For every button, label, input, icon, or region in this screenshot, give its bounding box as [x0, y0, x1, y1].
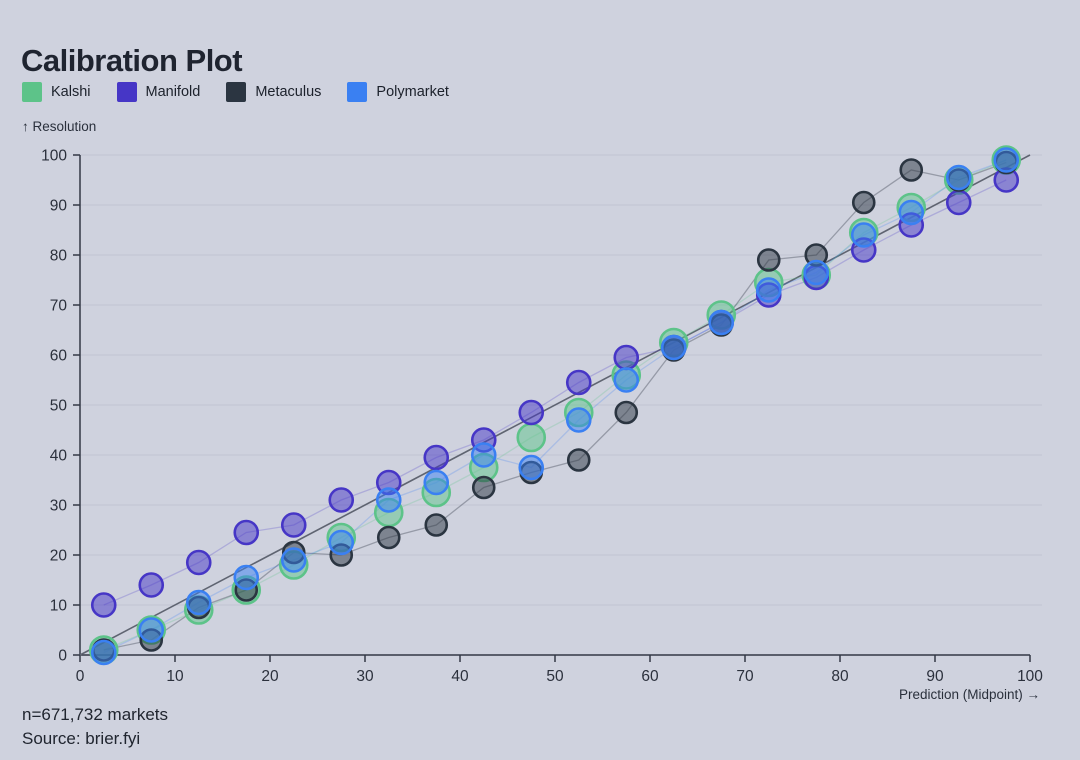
data-point-metaculus — [899, 158, 924, 182]
page-title: Calibration Plot — [21, 42, 243, 78]
legend-item-polymarket: Polymarket — [347, 82, 449, 102]
data-point-manifold — [328, 487, 355, 513]
data-point-polymarket — [945, 164, 972, 191]
data-point-polymarket — [90, 639, 117, 666]
x-tick-label: 10 — [166, 668, 184, 685]
x-axis-title: Prediction (Midpoint) → — [899, 687, 1040, 702]
sample-size-note: n=671,732 markets — [22, 705, 169, 724]
data-point-polymarket — [803, 259, 830, 286]
y-tick-label: 100 — [41, 148, 67, 165]
data-point-polymarket — [138, 617, 165, 643]
legend-label: Polymarket — [376, 84, 449, 100]
data-point-metaculus — [471, 475, 496, 500]
data-point-polymarket — [993, 147, 1020, 173]
y-tick-label: 50 — [50, 398, 68, 415]
data-point-manifold — [945, 189, 972, 216]
legend-label: Manifold — [145, 84, 201, 100]
calibration-chart-svg: 0 10 20 30 40 50 60 70 80 90 100 0 10 20 30 40 50 60 70 80 9… — [41, 145, 1043, 702]
chart-footnotes: n=671,732 markets Source: brier.fyi — [22, 703, 168, 751]
data-point-polymarket — [375, 487, 402, 513]
data-point-metaculus — [756, 248, 781, 272]
data-point-manifold — [185, 549, 212, 576]
data-point-polymarket — [850, 222, 877, 248]
x-tick-label: 40 — [451, 668, 469, 685]
legend-swatch-manifold — [116, 82, 137, 102]
data-point-polymarket — [328, 529, 355, 556]
y-tick-label: 60 — [50, 348, 68, 365]
data-point-metaculus — [424, 513, 449, 537]
data-point-manifold — [233, 519, 260, 546]
data-point-polymarket — [565, 407, 592, 433]
data-point-manifold — [280, 512, 307, 538]
data-point-polymarket — [755, 277, 782, 303]
data-point-manifold — [90, 592, 117, 618]
data-point-manifold — [423, 444, 450, 471]
data-point-polymarket — [280, 547, 307, 573]
legend-label: Metaculus — [255, 84, 322, 100]
data-point-metaculus — [851, 190, 876, 215]
y-tick-label: 70 — [50, 298, 68, 315]
x-tick-label: 70 — [736, 668, 754, 685]
legend-swatch-metaculus — [226, 82, 247, 102]
data-point-manifold — [565, 369, 592, 396]
y-tick-label: 0 — [58, 648, 67, 665]
data-point-polymarket — [185, 589, 212, 616]
x-tick-label: 20 — [261, 668, 279, 685]
data-point-kalshi — [516, 422, 547, 453]
data-point-polymarket — [233, 564, 260, 591]
legend-item-kalshi: Kalshi — [22, 82, 91, 102]
x-tick-label: 80 — [831, 668, 849, 685]
data-point-polymarket — [708, 309, 735, 336]
legend-item-manifold: Manifold — [116, 82, 201, 102]
y-tick-label: 40 — [50, 448, 68, 465]
y-tick-label: 80 — [50, 248, 68, 265]
data-point-polymarket — [898, 199, 925, 226]
calibration-chart: 0 10 20 30 40 50 60 70 80 90 100 0 10 20 30 40 50 60 70 80 9… — [0, 135, 1080, 710]
data-point-metaculus — [376, 525, 401, 550]
data-point-metaculus — [614, 400, 639, 425]
y-tick-label: 20 — [50, 548, 68, 565]
data-point-polymarket — [613, 367, 640, 393]
x-tick-label: 30 — [356, 668, 374, 685]
x-tick-label: 0 — [76, 668, 85, 685]
legend-swatch-kalshi — [22, 82, 42, 102]
legend-label: Kalshi — [51, 84, 91, 100]
data-point-polymarket — [660, 334, 687, 361]
x-tick-label: 100 — [1017, 668, 1043, 685]
data-point-manifold — [518, 399, 545, 426]
data-point-polymarket — [423, 469, 450, 496]
data-point-manifold — [138, 572, 165, 598]
y-axis-title: ↑ Resolution — [22, 119, 97, 134]
y-tick-label: 90 — [50, 198, 68, 215]
legend-item-metaculus: Metaculus — [226, 82, 321, 102]
data-point-metaculus — [566, 448, 591, 472]
data-point-polymarket — [470, 442, 497, 468]
chart-legend: Kalshi Manifold Metaculus Polymarket — [22, 82, 449, 102]
data-point-polymarket — [518, 454, 545, 481]
x-tick-label: 50 — [546, 668, 564, 685]
data-point-manifold — [613, 344, 640, 371]
y-tick-label: 30 — [50, 498, 68, 515]
y-tick-label: 10 — [50, 598, 68, 615]
source-note: Source: brier.fyi — [22, 729, 141, 748]
x-tick-label: 90 — [926, 668, 944, 685]
legend-swatch-polymarket — [347, 82, 368, 102]
x-tick-label: 60 — [641, 668, 659, 685]
